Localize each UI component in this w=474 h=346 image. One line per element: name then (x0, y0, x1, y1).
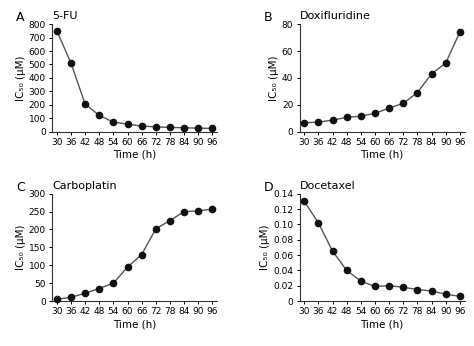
Y-axis label: IC₅₀ (μM): IC₅₀ (μM) (260, 225, 270, 270)
Text: D: D (263, 181, 273, 194)
Y-axis label: IC₅₀ (μM): IC₅₀ (μM) (16, 55, 26, 101)
Text: A: A (16, 11, 24, 24)
X-axis label: Time (h): Time (h) (113, 319, 156, 329)
Text: B: B (263, 11, 272, 24)
Text: Carboplatin: Carboplatin (52, 181, 117, 191)
Y-axis label: IC₅₀ (μM): IC₅₀ (μM) (16, 225, 26, 270)
X-axis label: Time (h): Time (h) (360, 149, 404, 160)
X-axis label: Time (h): Time (h) (113, 149, 156, 160)
X-axis label: Time (h): Time (h) (360, 319, 404, 329)
Text: 5-FU: 5-FU (52, 11, 78, 21)
Text: Doxifluridine: Doxifluridine (300, 11, 371, 21)
Y-axis label: IC₅₀ (μM): IC₅₀ (μM) (269, 55, 279, 101)
Text: C: C (16, 181, 25, 194)
Text: Docetaxel: Docetaxel (300, 181, 356, 191)
